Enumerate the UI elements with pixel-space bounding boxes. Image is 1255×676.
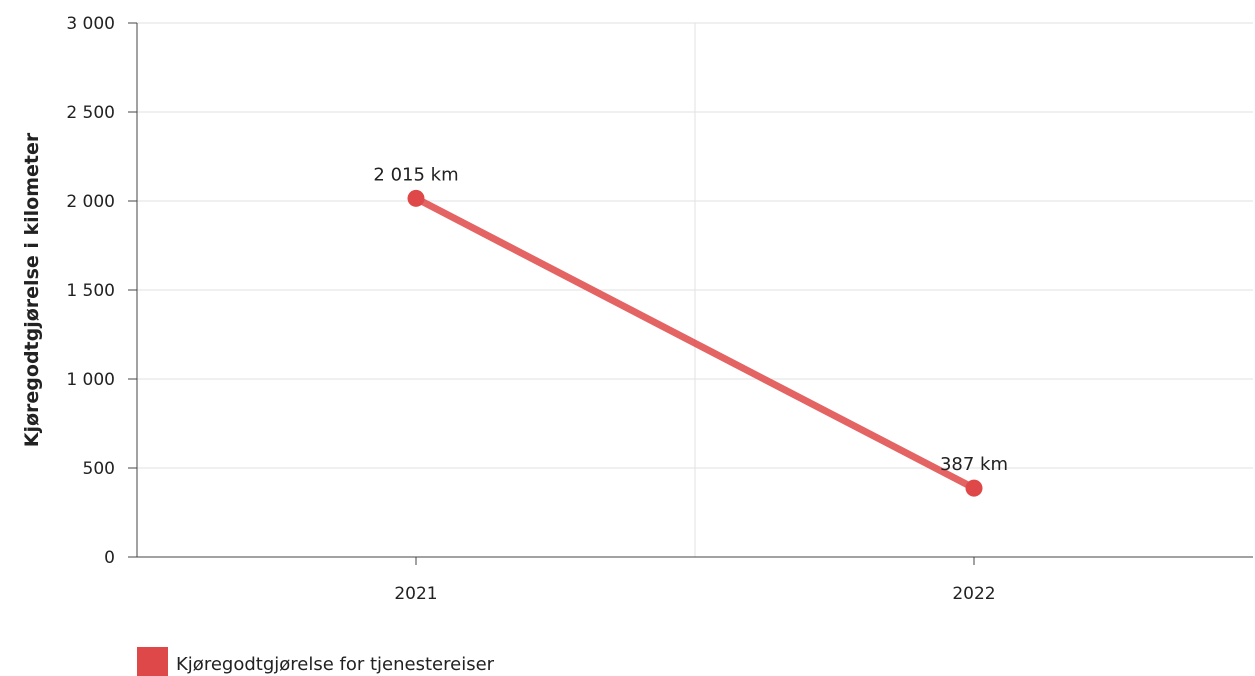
axes: 0 500 1 000 1 500 2 000 2 500 3 000 2021 2022 <box>66 14 1253 604</box>
series-layer <box>407 189 983 497</box>
x-tick-label: 2022 <box>952 584 995 604</box>
gridlines <box>137 22 1253 557</box>
y-tick-label: 1 500 <box>66 281 115 301</box>
legend[interactable]: Kjøregodtgjørelse for tjenestereiser <box>137 647 495 676</box>
legend-swatch <box>137 647 168 676</box>
data-label: 387 km <box>940 454 1008 475</box>
data-point <box>407 189 425 207</box>
x-tick-label: 2021 <box>394 584 437 604</box>
series-line <box>412 194 978 492</box>
y-tick-label: 2 500 <box>66 103 115 123</box>
y-tick-label: 0 <box>104 548 115 568</box>
y-tick-label: 1 000 <box>66 370 115 390</box>
y-tick-label: 500 <box>83 459 115 479</box>
legend-label: Kjøregodtgjørelse for tjenestereiser <box>176 654 495 675</box>
y-tick-label: 3 000 <box>66 14 115 34</box>
data-label: 2 015 km <box>373 164 458 185</box>
data-labels: 2 015 km 387 km <box>373 164 1008 475</box>
y-tick-label: 2 000 <box>66 192 115 212</box>
y-axis-title: Kjøregodtgjørelse i kilometer <box>21 132 43 447</box>
data-point <box>965 479 983 497</box>
